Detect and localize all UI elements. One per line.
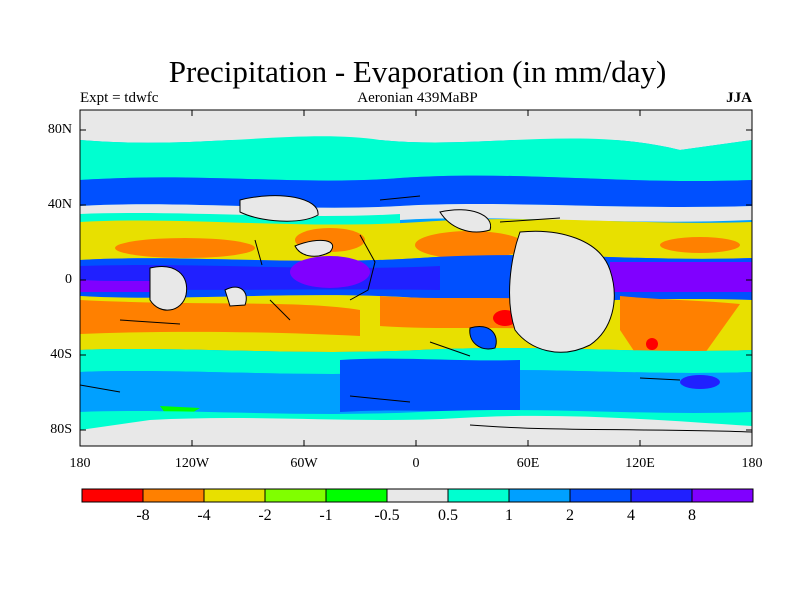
experiment-label: Expt = tdwfc bbox=[80, 90, 159, 106]
legend-swatch bbox=[691, 488, 754, 503]
lon-label-0: 0 bbox=[412, 456, 420, 471]
landmass-north bbox=[239, 195, 319, 222]
legend-swatch bbox=[630, 488, 693, 503]
lon-label-120e: 120E bbox=[625, 456, 655, 471]
legend-label: 8 bbox=[688, 507, 696, 524]
lat-label-80n: 80N bbox=[47, 122, 72, 137]
season-label: JJA bbox=[726, 90, 752, 106]
legend-label: -0.5 bbox=[374, 507, 400, 524]
lat-label-0: 0 bbox=[65, 272, 72, 287]
map-title: Precipitation - Evaporation (in mm/day) bbox=[168, 54, 667, 89]
legend-swatch bbox=[81, 488, 144, 503]
legend-swatch bbox=[325, 488, 388, 503]
lon-label-180w: 180 bbox=[69, 456, 91, 471]
legend-label: -2 bbox=[258, 507, 272, 524]
lat-label-40s: 40S bbox=[50, 347, 72, 362]
legend-swatch bbox=[264, 488, 327, 503]
legend-label: 4 bbox=[627, 507, 635, 524]
legend-swatch bbox=[447, 488, 510, 503]
north-wet-belt bbox=[80, 136, 752, 182]
axis-ticks bbox=[79, 110, 753, 446]
lat-label-40n: 40N bbox=[47, 197, 72, 212]
legend-swatch bbox=[508, 488, 571, 503]
lon-label-60e: 60E bbox=[516, 456, 540, 471]
legend-label: -1 bbox=[319, 507, 333, 524]
legend-label: -4 bbox=[197, 507, 211, 524]
legend-label: 2 bbox=[566, 507, 574, 524]
legend-label: -8 bbox=[136, 507, 150, 524]
legend-swatch bbox=[386, 488, 449, 503]
continent-east bbox=[509, 230, 615, 353]
lon-label-180e: 180 bbox=[741, 456, 763, 471]
period-label: Aeronian 439MaBP bbox=[357, 90, 478, 106]
legend-label: 0.5 bbox=[438, 507, 458, 524]
island-west bbox=[149, 266, 188, 311]
legend-swatch bbox=[203, 488, 266, 503]
legend-label: 1 bbox=[505, 507, 513, 524]
legend-swatch bbox=[569, 488, 632, 503]
coastline-traces bbox=[80, 195, 752, 433]
antarctic-neutral-region bbox=[80, 415, 752, 446]
lon-label-120w: 120W bbox=[174, 456, 210, 471]
legend-swatch bbox=[142, 488, 205, 503]
lat-label-80s: 80S bbox=[50, 422, 72, 437]
lon-label-60w: 60W bbox=[290, 456, 318, 471]
